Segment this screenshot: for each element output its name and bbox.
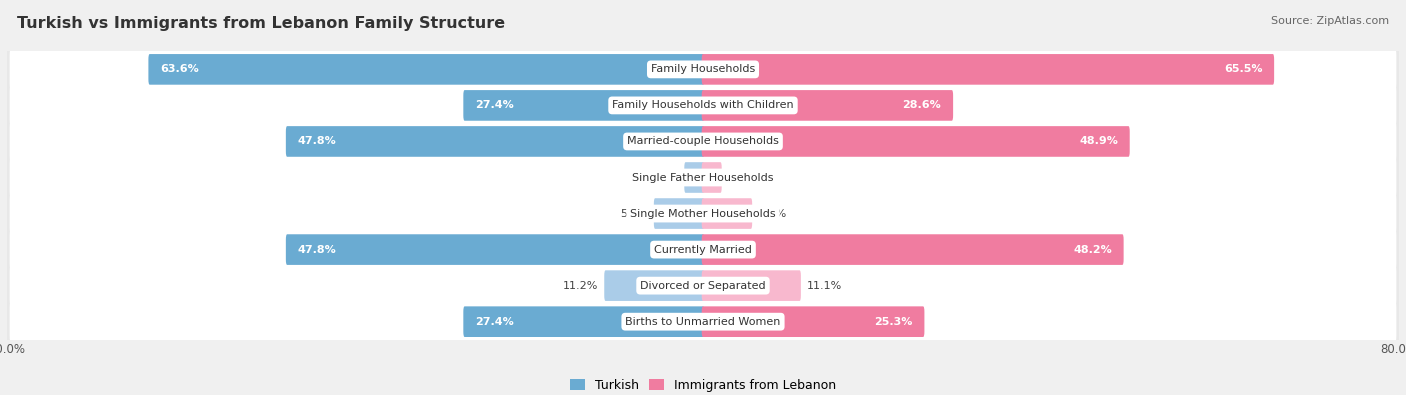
Text: 11.2%: 11.2%	[564, 280, 599, 291]
FancyBboxPatch shape	[4, 115, 1402, 168]
FancyBboxPatch shape	[4, 295, 1402, 348]
Text: 27.4%: 27.4%	[475, 317, 513, 327]
FancyBboxPatch shape	[702, 234, 1123, 265]
Text: Family Households: Family Households	[651, 64, 755, 74]
FancyBboxPatch shape	[10, 156, 1396, 199]
Text: 5.5%: 5.5%	[620, 209, 648, 218]
Text: Turkish vs Immigrants from Lebanon Family Structure: Turkish vs Immigrants from Lebanon Famil…	[17, 16, 505, 31]
Text: Single Mother Households: Single Mother Households	[630, 209, 776, 218]
FancyBboxPatch shape	[4, 259, 1402, 312]
FancyBboxPatch shape	[702, 90, 953, 121]
FancyBboxPatch shape	[4, 79, 1402, 132]
Text: 47.8%: 47.8%	[298, 245, 336, 255]
Text: 48.9%: 48.9%	[1078, 136, 1118, 147]
Text: 25.3%: 25.3%	[875, 317, 912, 327]
FancyBboxPatch shape	[702, 307, 924, 337]
Text: Currently Married: Currently Married	[654, 245, 752, 255]
Text: Family Households with Children: Family Households with Children	[612, 100, 794, 111]
Text: 63.6%: 63.6%	[160, 64, 198, 74]
FancyBboxPatch shape	[4, 187, 1402, 240]
FancyBboxPatch shape	[702, 270, 801, 301]
Text: Source: ZipAtlas.com: Source: ZipAtlas.com	[1271, 16, 1389, 26]
FancyBboxPatch shape	[10, 192, 1396, 235]
FancyBboxPatch shape	[10, 120, 1396, 163]
FancyBboxPatch shape	[4, 223, 1402, 276]
Text: 48.2%: 48.2%	[1073, 245, 1112, 255]
FancyBboxPatch shape	[702, 162, 721, 193]
Text: 47.8%: 47.8%	[298, 136, 336, 147]
FancyBboxPatch shape	[464, 307, 704, 337]
Text: 2.0%: 2.0%	[727, 173, 756, 182]
FancyBboxPatch shape	[149, 54, 704, 85]
Legend: Turkish, Immigrants from Lebanon: Turkish, Immigrants from Lebanon	[565, 374, 841, 395]
FancyBboxPatch shape	[654, 198, 704, 229]
FancyBboxPatch shape	[685, 162, 704, 193]
FancyBboxPatch shape	[4, 43, 1402, 96]
FancyBboxPatch shape	[285, 126, 704, 157]
Text: 80.0%: 80.0%	[0, 342, 25, 356]
Text: 27.4%: 27.4%	[475, 100, 513, 111]
FancyBboxPatch shape	[4, 151, 1402, 204]
Text: Divorced or Separated: Divorced or Separated	[640, 280, 766, 291]
FancyBboxPatch shape	[10, 84, 1396, 127]
FancyBboxPatch shape	[10, 301, 1396, 343]
FancyBboxPatch shape	[702, 126, 1129, 157]
FancyBboxPatch shape	[464, 90, 704, 121]
Text: Single Father Households: Single Father Households	[633, 173, 773, 182]
Text: Married-couple Households: Married-couple Households	[627, 136, 779, 147]
Text: 65.5%: 65.5%	[1223, 64, 1263, 74]
Text: Births to Unmarried Women: Births to Unmarried Women	[626, 317, 780, 327]
FancyBboxPatch shape	[10, 48, 1396, 90]
FancyBboxPatch shape	[10, 228, 1396, 271]
Text: 80.0%: 80.0%	[1381, 342, 1406, 356]
FancyBboxPatch shape	[605, 270, 704, 301]
Text: 2.0%: 2.0%	[650, 173, 679, 182]
Text: 11.1%: 11.1%	[807, 280, 842, 291]
FancyBboxPatch shape	[702, 54, 1274, 85]
Text: 28.6%: 28.6%	[903, 100, 942, 111]
FancyBboxPatch shape	[285, 234, 704, 265]
Text: 5.5%: 5.5%	[758, 209, 786, 218]
FancyBboxPatch shape	[10, 264, 1396, 307]
FancyBboxPatch shape	[702, 198, 752, 229]
